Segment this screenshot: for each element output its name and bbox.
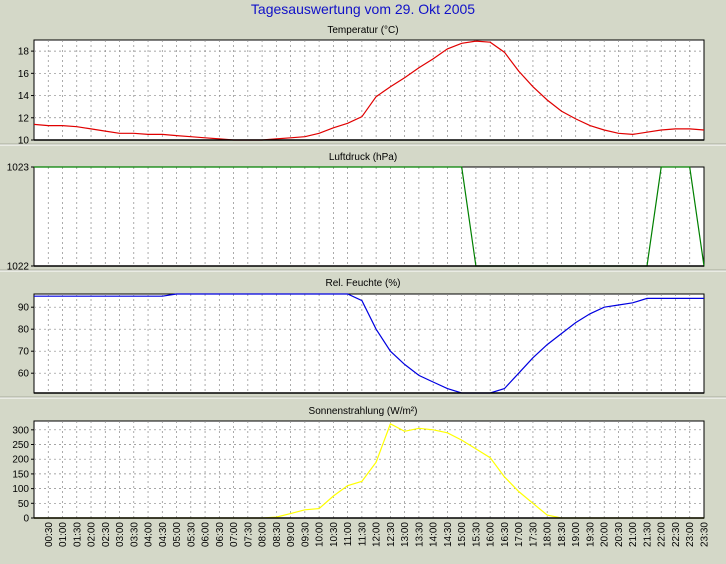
y-tick-label: 0	[23, 514, 29, 525]
x-tick-label: 18:00	[543, 522, 554, 547]
x-tick-label: 06:30	[215, 522, 226, 547]
series-line-temperature	[33, 40, 705, 141]
x-tick-label: 12:00	[372, 522, 383, 547]
y-tick-label: 14	[18, 91, 30, 102]
x-tick-label: 05:00	[172, 522, 183, 547]
chart-title-temperature: Temperatur (°C)	[327, 25, 398, 36]
x-tick-label: 08:30	[272, 522, 283, 547]
x-tick-label: 17:30	[528, 522, 539, 547]
x-tick-label: 19:30	[586, 522, 597, 547]
x-tick-label: 21:30	[643, 522, 654, 547]
plot-area-temperature	[33, 39, 705, 141]
page-title: Tagesauswertung vom 29. Okt 2005	[250, 1, 476, 17]
chart-title-pressure: Luftdruck (hPa)	[329, 152, 397, 163]
x-tick-label: 09:00	[286, 522, 297, 547]
y-tick-label: 18	[18, 47, 30, 58]
x-tick-label: 20:30	[614, 522, 625, 547]
x-tick-label: 17:00	[514, 522, 525, 547]
series-line-humidity	[34, 293, 704, 394]
x-tick-label: 23:30	[700, 522, 711, 547]
plot-area-humidity	[33, 293, 705, 394]
chart-title-radiation: Sonnenstrahlung (W/m²)	[309, 406, 418, 417]
y-tick-label: 16	[18, 69, 30, 80]
x-tick-label: 03:00	[115, 522, 126, 547]
x-tick-label: 15:00	[457, 522, 468, 547]
x-tick-label: 04:00	[144, 522, 155, 547]
y-tick-label: 60	[18, 369, 30, 380]
x-tick-label: 21:00	[628, 522, 639, 547]
x-tick-label: 13:00	[400, 522, 411, 547]
x-tick-label: 03:30	[129, 522, 140, 547]
x-tick-label: 00:30	[44, 522, 55, 547]
x-tick-label: 16:30	[500, 522, 511, 547]
plot-area-radiation	[33, 420, 705, 519]
y-tick-label: 1023	[7, 163, 30, 174]
x-tick-label: 01:00	[58, 522, 69, 547]
y-tick-label: 10	[18, 136, 30, 147]
x-tick-label: 22:00	[657, 522, 668, 547]
x-tick-label: 07:30	[243, 522, 254, 547]
x-tick-label: 10:30	[329, 522, 340, 547]
x-tick-label: 14:30	[443, 522, 454, 547]
x-tick-label: 08:00	[258, 522, 269, 547]
y-tick-label: 300	[12, 425, 29, 436]
y-tick-label: 90	[18, 303, 30, 314]
chart-panel-humidity: Rel. Feuchte (%) 60 70 80 90	[18, 278, 705, 394]
x-tick-label: 09:30	[300, 522, 311, 547]
chart-panel-temperature: Temperatur (°C) 10 12 14 16 18	[18, 25, 705, 147]
y-tick-label: 70	[18, 347, 30, 358]
x-tick-label: 20:00	[600, 522, 611, 547]
x-tick-label: 07:00	[229, 522, 240, 547]
y-tick-label: 80	[18, 325, 30, 336]
y-tick-label: 50	[18, 499, 30, 510]
y-tick-label: 150	[12, 469, 29, 480]
x-tick-label: 02:30	[101, 522, 112, 547]
x-tick-label: 12:30	[386, 522, 397, 547]
plot-area-pressure	[33, 166, 705, 267]
x-tick-label: 22:30	[671, 522, 682, 547]
x-tick-label: 11:00	[343, 522, 354, 547]
x-tick-label: 11:30	[357, 522, 368, 547]
x-tick-label: 13:30	[414, 522, 425, 547]
x-tick-label: 18:30	[557, 522, 568, 547]
x-tick-label: 02:00	[87, 522, 98, 547]
x-tick-label: 05:30	[186, 522, 197, 547]
y-tick-label: 100	[12, 484, 29, 495]
y-tick-label: 250	[12, 440, 29, 451]
chart-title-humidity: Rel. Feuchte (%)	[325, 278, 400, 289]
x-tick-label: 14:00	[429, 522, 440, 547]
x-axis-labels: 00:30 01:00 01:30 02:00 02:30 03:00 03:30 04:00…	[44, 522, 711, 547]
x-tick-label: 16:00	[486, 522, 497, 547]
x-tick-label: 06:00	[201, 522, 212, 547]
x-tick-label: 10:00	[315, 522, 326, 547]
x-tick-label: 23:00	[685, 522, 696, 547]
chart-panel-radiation: Sonnenstrahlung (W/m²) 0 50 100 150 200 250 300	[12, 406, 705, 525]
x-tick-label: 19:00	[571, 522, 582, 547]
chart-panel-pressure: Luftdruck (hPa) 1022 1023	[7, 152, 705, 273]
x-tick-label: 04:30	[158, 522, 169, 547]
x-tick-label: 01:30	[72, 522, 83, 547]
y-tick-label: 1022	[7, 262, 30, 273]
y-tick-label: 200	[12, 455, 29, 466]
y-tick-label: 12	[18, 113, 30, 124]
x-tick-label: 15:30	[471, 522, 482, 547]
